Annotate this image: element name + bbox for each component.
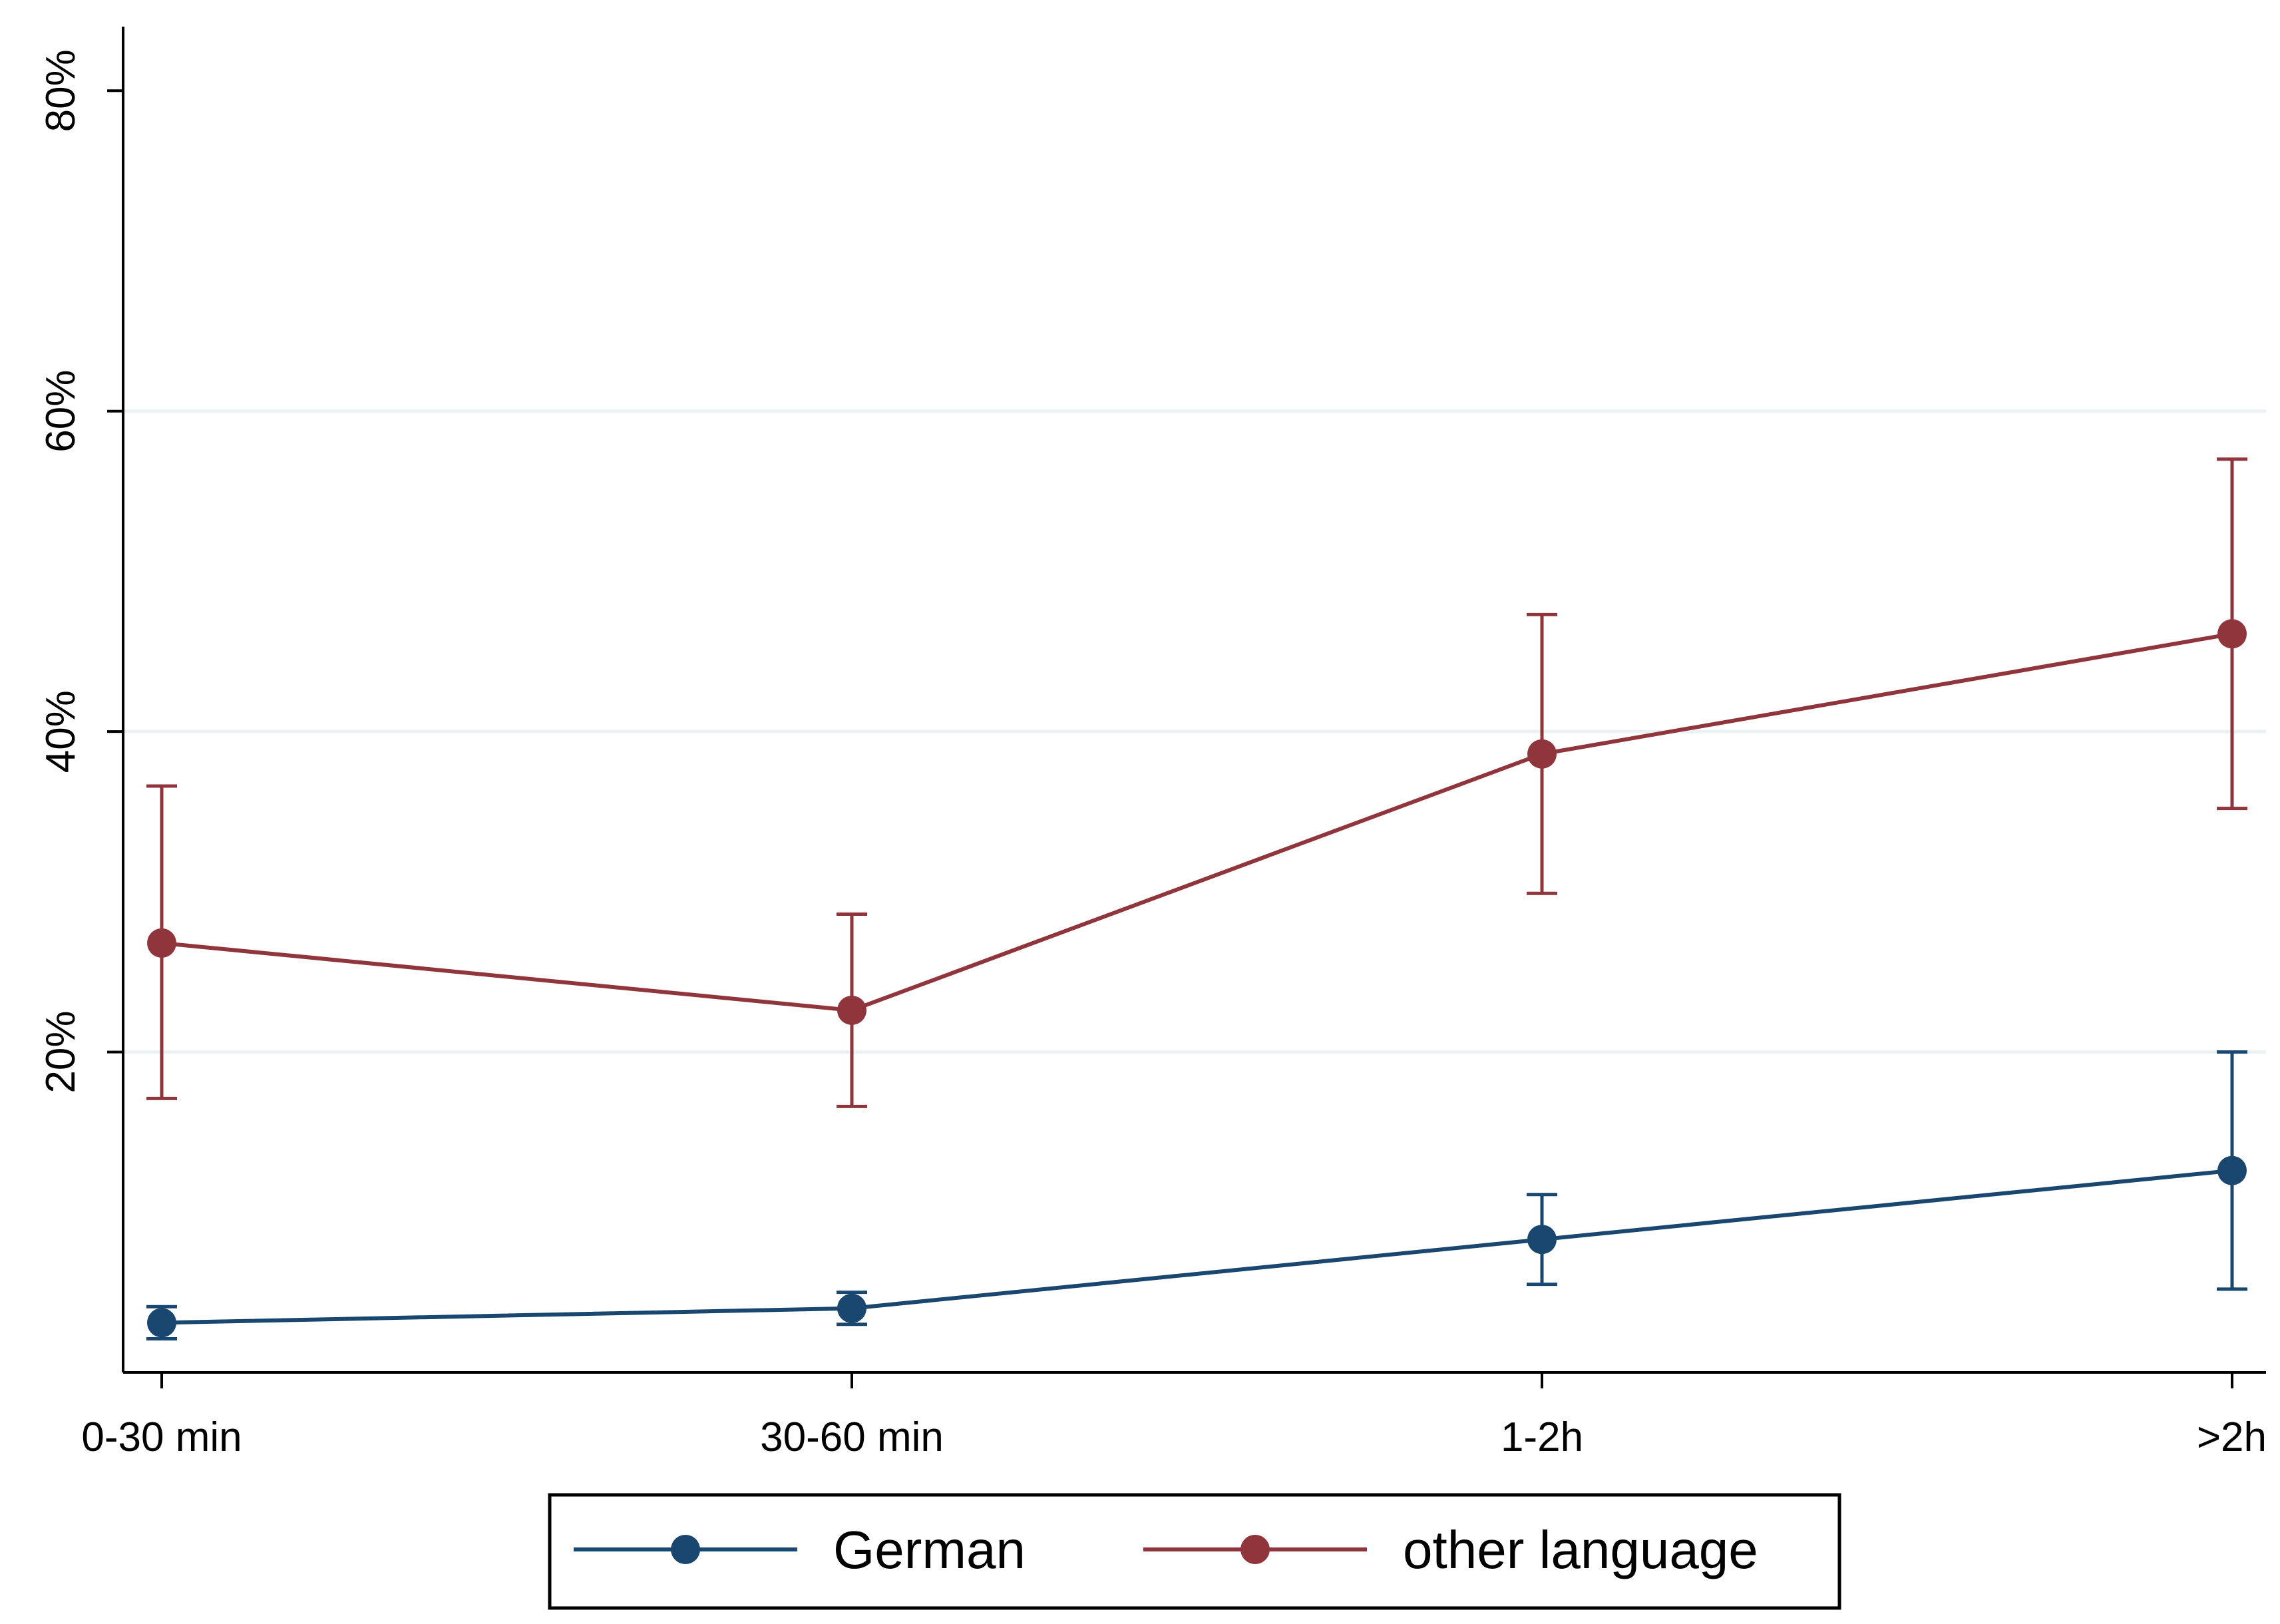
legend-label: other language bbox=[1403, 1520, 1758, 1579]
legend-label: German bbox=[833, 1520, 1026, 1579]
data-point bbox=[147, 928, 176, 958]
data-point bbox=[837, 995, 866, 1025]
y-tick-label: 60% bbox=[38, 370, 84, 453]
y-tick-label: 80% bbox=[38, 49, 84, 132]
gridlines bbox=[123, 409, 2266, 1054]
x-tick-label: >2h bbox=[2197, 1414, 2267, 1460]
data-point bbox=[147, 1308, 176, 1338]
x-tick-label: 1-2h bbox=[1501, 1414, 1583, 1460]
legend-swatch-marker bbox=[671, 1535, 700, 1564]
series-layer bbox=[146, 457, 2247, 1340]
y-tick-label: 40% bbox=[38, 690, 84, 773]
x-tick-label: 0-30 min bbox=[81, 1414, 242, 1460]
data-point bbox=[1527, 739, 1557, 769]
data-point bbox=[1527, 1225, 1557, 1255]
legend-swatch-marker bbox=[1240, 1535, 1270, 1564]
series-1 bbox=[146, 457, 2247, 1108]
legend: German other language bbox=[548, 1493, 1841, 1610]
series-0 bbox=[146, 1050, 2247, 1340]
series-line bbox=[161, 632, 2233, 1013]
y-tick-label: 20% bbox=[38, 1011, 84, 1094]
data-point bbox=[2217, 1155, 2247, 1185]
x-tick-label: 30-60 min bbox=[760, 1414, 944, 1460]
y-axis: 20% 40% 60% 80% bbox=[38, 27, 124, 1372]
data-point bbox=[837, 1293, 866, 1323]
series-line bbox=[161, 1168, 2233, 1325]
data-point bbox=[2217, 619, 2247, 649]
x-axis: 0-30 min 30-60 min 1-2h >2h bbox=[81, 1371, 2267, 1460]
